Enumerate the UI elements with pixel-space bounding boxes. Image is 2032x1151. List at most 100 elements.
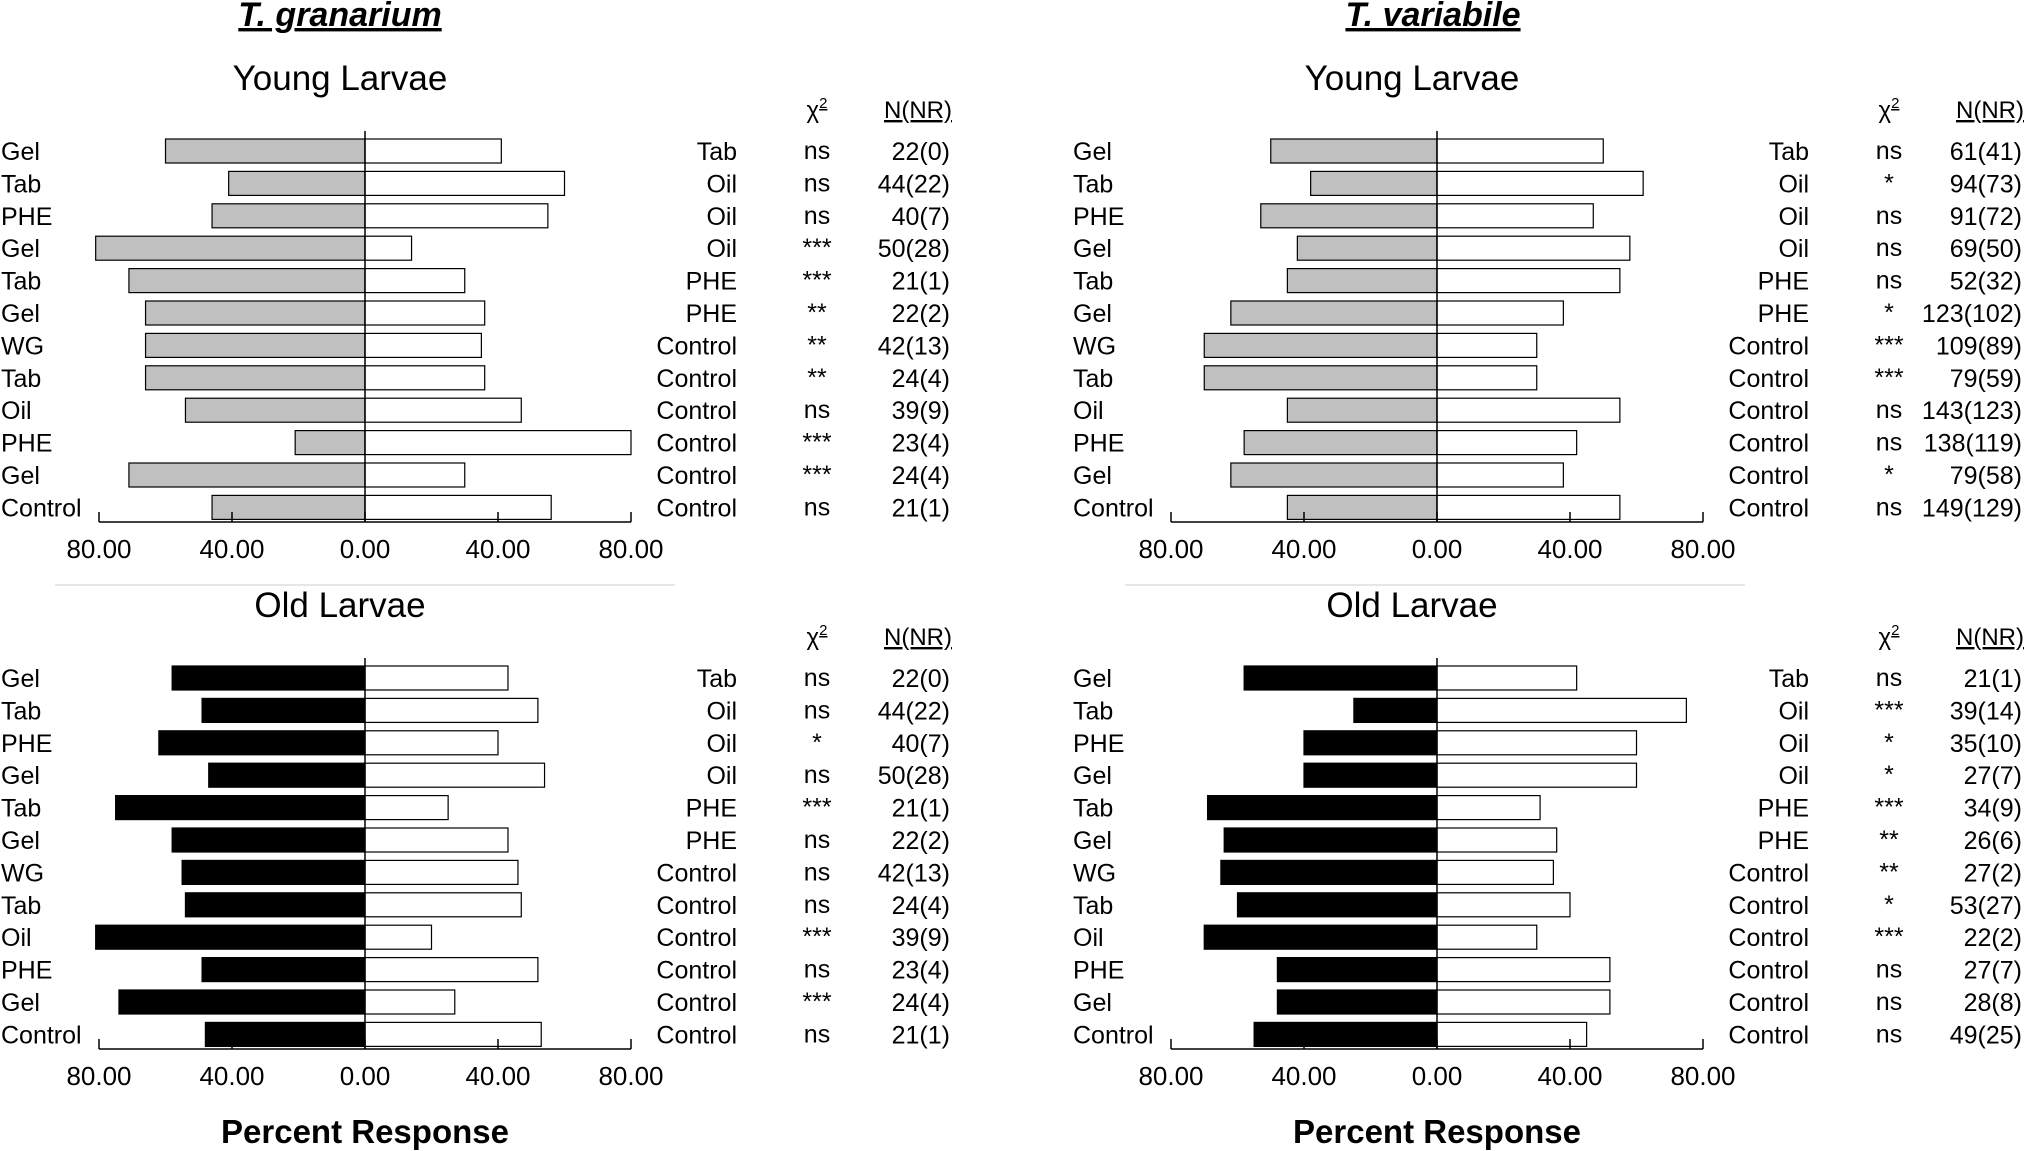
category-label: Gel <box>1 462 40 490</box>
category-label: PHE <box>1073 430 1124 458</box>
n-nr-value: 40(7) <box>892 730 950 758</box>
comparison-label: Control <box>1728 924 1809 952</box>
bar-right <box>364 397 522 423</box>
category-label: Gel <box>1 300 40 328</box>
comparison-label: Oil <box>706 730 737 758</box>
data-row: Gel PHE * 123(102) <box>1073 299 2022 328</box>
chi-square-value: *** <box>1874 696 1903 724</box>
category-label: Gel <box>1073 665 1112 693</box>
data-row: Gel Control ns 28(8) <box>1073 988 2022 1017</box>
n-nr-value: 61(41) <box>1950 138 2022 166</box>
category-label: Gel <box>1 762 40 790</box>
chi-square-value: ** <box>807 299 827 327</box>
n-nr-value: 21(1) <box>1964 665 2022 693</box>
chi-square-value: * <box>1884 729 1894 757</box>
data-row: Tab PHE *** 21(1) <box>1 267 950 296</box>
chi-square-value: *** <box>1874 364 1903 392</box>
bar-left <box>115 795 366 821</box>
data-row: Oil Control ns 39(9) <box>1 396 950 425</box>
n-nr-value: 27(7) <box>1964 762 2022 790</box>
comparison-label: Oil <box>1778 203 1809 231</box>
bar-right <box>1436 235 1631 261</box>
x-tick-label: 40.00 <box>1271 534 1336 564</box>
x-tick-label: 80.00 <box>1670 1061 1735 1091</box>
x-tick-label: 40.00 <box>199 534 264 564</box>
bar-right <box>364 924 433 950</box>
chi-superscript: 2 <box>1891 95 1899 112</box>
category-label: Tab <box>1073 170 1113 198</box>
comparison-label: Oil <box>706 203 737 231</box>
bar-right <box>364 430 632 456</box>
chi-square-value: *** <box>1874 331 1903 359</box>
bar-left <box>1310 170 1438 196</box>
bar-right <box>1436 859 1554 885</box>
chi-square-value: * <box>1884 169 1894 197</box>
data-row: Oil Control *** 39(9) <box>1 923 950 952</box>
bar-right <box>1436 138 1604 164</box>
bar-right <box>364 795 449 821</box>
comparison-label: Control <box>656 397 737 425</box>
bar-right <box>1436 494 1621 520</box>
bar-right <box>364 235 413 261</box>
bar-left <box>1243 665 1438 691</box>
chi-square-value: ns <box>804 891 830 919</box>
n-nr-value: 42(13) <box>878 859 950 887</box>
bar-right <box>1436 924 1538 950</box>
data-row: PHE Control *** 23(4) <box>1 429 950 458</box>
category-label: Gel <box>1073 300 1112 328</box>
comparison-label: PHE <box>686 827 737 855</box>
bar-left <box>294 430 366 456</box>
species-title-variabile: T. variabile <box>1345 0 1520 34</box>
category-label: Tab <box>1 795 41 823</box>
n-nr-value: 42(13) <box>878 332 950 360</box>
chi-square-value: ns <box>1876 202 1902 230</box>
bar-right <box>1436 332 1538 358</box>
bar-right <box>1436 957 1611 983</box>
chi-square-value: ns <box>804 826 830 854</box>
comparison-label: Control <box>1728 859 1809 887</box>
comparison-label: PHE <box>686 300 737 328</box>
chi-superscript: 2 <box>819 622 827 639</box>
comparison-label: Tab <box>1769 665 1809 693</box>
chi-square-value: ** <box>807 364 827 392</box>
bar-left <box>1253 1021 1438 1047</box>
panel-variabile-young: Young Larvae χ2 N(NR) Gel Tab ns 61(41) Tab Oil *… <box>1073 59 2024 564</box>
category-label: Control <box>1 494 82 522</box>
bar-left <box>1230 300 1438 326</box>
n-nr-value: 22(2) <box>892 300 950 328</box>
comparison-label: Control <box>656 332 737 360</box>
bar-left <box>128 462 366 488</box>
data-row: WG Control ns 42(13) <box>1 858 950 887</box>
chi-square-value: ** <box>1879 826 1899 854</box>
n-nr-value: 49(25) <box>1950 1021 2022 1049</box>
bar-left <box>204 1021 366 1047</box>
data-row: WG Control *** 109(89) <box>1073 331 2022 360</box>
bar-left <box>1206 795 1438 821</box>
category-label: Control <box>1073 494 1154 522</box>
category-label: Tab <box>1 892 41 920</box>
data-row: Gel Oil *** 50(28) <box>1 234 950 263</box>
comparison-label: Control <box>1728 462 1809 490</box>
chi-square-value: *** <box>802 794 831 822</box>
bar-right <box>364 665 509 691</box>
comparison-label: Control <box>1728 892 1809 920</box>
x-tick-label: 40.00 <box>465 534 530 564</box>
x-tick-label: 0.00 <box>1412 1061 1463 1091</box>
bar-left <box>1203 332 1438 358</box>
bar-left <box>1220 859 1438 885</box>
x-tick-label: 80.00 <box>1138 1061 1203 1091</box>
comparison-label: Control <box>656 494 737 522</box>
chi-square-value: *** <box>802 923 831 951</box>
category-label: Gel <box>1 665 40 693</box>
category-label: Tab <box>1 170 41 198</box>
chi-square-value: *** <box>802 429 831 457</box>
comparison-label: Oil <box>706 170 737 198</box>
data-row: WG Control ** 27(2) <box>1073 858 2022 887</box>
data-row: PHE Oil ns 40(7) <box>1 202 950 231</box>
data-row: Tab Oil *** 39(14) <box>1073 696 2022 725</box>
comparison-label: PHE <box>1758 300 1809 328</box>
n-nr-value: 22(2) <box>1964 924 2022 952</box>
data-row: Gel Tab ns 22(0) <box>1 137 950 166</box>
bar-left <box>208 762 366 788</box>
category-label: WG <box>1073 859 1116 887</box>
